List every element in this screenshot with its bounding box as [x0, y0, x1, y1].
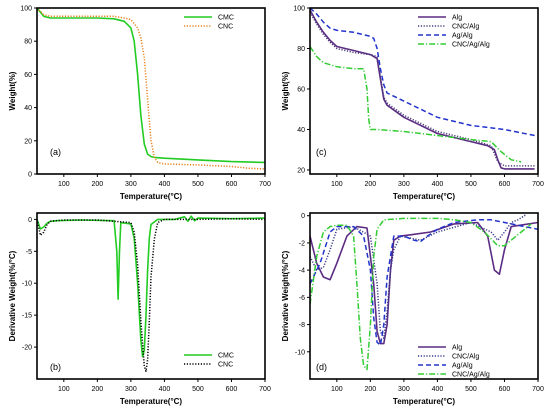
y-tick-label: -20 — [22, 345, 32, 352]
legend-label: CMC — [218, 15, 234, 22]
x-tick-label: 300 — [398, 181, 410, 188]
x-tick-label: 500 — [192, 181, 204, 188]
x-tick-label: 500 — [465, 386, 477, 393]
legend-label: Ag/Alg — [452, 33, 473, 40]
x-tick-label: 600 — [226, 386, 238, 393]
series-line-ag-alg — [310, 8, 535, 137]
y-tick-label: -2 — [299, 240, 305, 247]
x-axis-label: Temperature(°C) — [393, 192, 456, 201]
series-line-cmc — [37, 8, 265, 164]
legend-label: CNC/Ag/Alg — [452, 372, 490, 379]
series-line-alg — [310, 9, 535, 170]
y-tick-label: 20 — [297, 167, 305, 174]
series-line-cnc-alg — [310, 11, 535, 167]
y-tick-label: 0 — [28, 217, 32, 224]
series-line-alg — [310, 221, 538, 345]
panel-label: (c) — [316, 147, 327, 157]
panel-b: 100 200 300 400 500 600 700 0 -5 -10 -15 -20 Tempera… — [8, 212, 271, 406]
plot-frame — [36, 212, 266, 380]
x-tick-label: 100 — [331, 386, 343, 393]
x-tick-label: 200 — [92, 386, 104, 393]
panel-a: 100 200 300 400 500 600 700 0 20 40 60 80 100 Tempera… — [8, 6, 271, 202]
plot-frame — [309, 7, 539, 175]
legend: CMC CNC — [184, 15, 234, 31]
x-tick-label: 500 — [192, 386, 204, 393]
y-axis-label: Weight(%) — [281, 71, 290, 110]
y-tick-label: 100 — [293, 6, 305, 13]
legend-label: Alg — [452, 15, 462, 22]
legend: CMC CNC — [184, 353, 234, 369]
y-tick-label: -10 — [22, 281, 32, 288]
legend-label: CNC — [218, 362, 233, 369]
x-tick-label: 700 — [259, 181, 271, 188]
x-tick-label: 400 — [432, 181, 444, 188]
x-tick-label: 600 — [499, 386, 511, 393]
series-line-cnc — [37, 217, 265, 373]
panel-c: 100 200 300 400 500 600 700 20 40 60 80 100 Temperat… — [281, 6, 544, 202]
x-tick-label: 300 — [398, 386, 410, 393]
y-tick-label: -6 — [299, 295, 305, 302]
legend: Alg CNC/Alg Ag/Alg CNC/Ag/Alg — [418, 345, 490, 379]
series-line-cnc-alg — [310, 213, 526, 339]
y-tick-label: 20 — [24, 138, 32, 145]
y-tick-label: -15 — [22, 313, 32, 320]
x-tick-label: 100 — [331, 181, 343, 188]
y-tick-label: -8 — [299, 322, 305, 329]
y-tick-label: 80 — [24, 39, 32, 46]
y-tick-label: -10 — [295, 349, 305, 356]
y-tick-label: 80 — [297, 46, 305, 53]
y-tick-label: 40 — [297, 127, 305, 134]
x-tick-label: 200 — [92, 181, 104, 188]
y-tick-label: 0 — [301, 213, 305, 220]
x-tick-label: 500 — [465, 181, 477, 188]
series-line-cmc — [37, 215, 265, 358]
x-tick-label: 700 — [532, 181, 544, 188]
panel-d: 100 200 300 400 500 600 700 0 -2 -4 -6 -8 -10 Tempera… — [281, 212, 544, 406]
series-line-cnc — [37, 8, 265, 170]
panel-label: (a) — [50, 147, 61, 157]
x-tick-label: 700 — [259, 386, 271, 393]
x-tick-label: 400 — [159, 181, 171, 188]
y-axis-label: Weight(%) — [8, 71, 17, 110]
y-tick-label: 60 — [24, 72, 32, 79]
plot-frame — [36, 7, 266, 175]
y-tick-label: -5 — [26, 249, 32, 256]
y-tick-label: 100 — [20, 6, 32, 13]
plot-frame — [309, 212, 539, 380]
legend-label: CNC/Alg — [452, 24, 479, 31]
legend-label: CNC/Alg — [452, 354, 479, 361]
x-tick-label: 100 — [58, 386, 70, 393]
x-tick-label: 600 — [226, 181, 238, 188]
series-line-cnc-ag-alg — [310, 46, 522, 163]
panel-label: (b) — [50, 362, 61, 372]
legend-label: CNC — [218, 24, 233, 31]
panel-label: (d) — [316, 362, 327, 372]
legend-label: Alg — [452, 345, 462, 352]
y-tick-label: 60 — [297, 86, 305, 93]
y-tick-label: -4 — [299, 268, 305, 275]
x-tick-label: 200 — [365, 181, 377, 188]
y-tick-label: 40 — [24, 105, 32, 112]
x-axis-label: Temperature(°C) — [120, 397, 183, 406]
x-tick-label: 300 — [125, 181, 137, 188]
x-tick-label: 400 — [432, 386, 444, 393]
series-line-ag-alg — [310, 219, 538, 346]
x-tick-label: 600 — [499, 181, 511, 188]
x-tick-label: 200 — [365, 386, 377, 393]
x-tick-label: 700 — [532, 386, 544, 393]
legend-label: CNC/Ag/Alg — [452, 42, 490, 49]
series-line-cnc-ag-alg — [310, 217, 532, 371]
x-axis-label: Temperature(°C) — [120, 192, 183, 201]
x-tick-label: 100 — [58, 181, 70, 188]
x-tick-label: 300 — [125, 386, 137, 393]
legend: Alg CNC/Alg Ag/Alg CNC/Ag/Alg — [418, 15, 490, 49]
x-axis-label: Temperature(°C) — [393, 397, 456, 406]
legend-label: CMC — [218, 353, 234, 360]
y-tick-label: 0 — [28, 172, 32, 179]
legend-label: Ag/Alg — [452, 363, 473, 370]
y-axis-label: Derivative Weight(%/°C) — [8, 250, 17, 341]
x-tick-label: 400 — [159, 386, 171, 393]
y-axis-label: Derivative Weight(%/°C) — [281, 250, 290, 341]
